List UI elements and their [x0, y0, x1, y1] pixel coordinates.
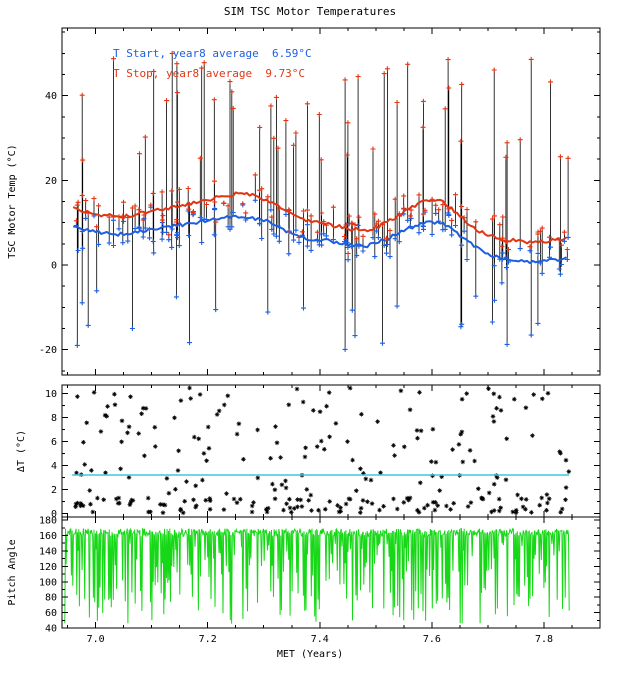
y-tick-label: 160	[39, 531, 57, 542]
y-tick-label: 20	[45, 176, 57, 187]
y-tick-label: -20	[39, 345, 57, 356]
y-tick-label: 6	[51, 437, 57, 448]
t-stop-markers	[73, 50, 571, 256]
stop-average-curve	[72, 191, 568, 245]
y-axis-title-delta_t: ΔT (°C)	[16, 430, 27, 472]
y-tick-label: 140	[39, 546, 57, 557]
delta-t-points	[73, 385, 572, 516]
pitch-angle-trace	[64, 527, 570, 624]
motor-temp-data	[72, 50, 571, 352]
y-axis-title-tsc_motor_temp: TSC Motor Temp (°C)	[7, 144, 18, 258]
pitch-angle-data	[64, 527, 570, 624]
t-start-markers	[73, 197, 571, 352]
y-tick-label: 120	[39, 562, 57, 573]
y-tick-label: 180	[39, 516, 57, 527]
axes-panel-pitch_angle: 40 60 80 100 120 140 160 180 Pitch Angle 7.0 7.2 7.…	[7, 516, 601, 645]
y-axis-title-pitch_angle: Pitch Angle	[7, 539, 18, 605]
y-tick-label: 0	[51, 509, 57, 520]
y-tick-label: 60	[45, 608, 57, 619]
y-tick-label: 4	[51, 461, 57, 472]
y-tick-label: 80	[45, 593, 57, 604]
x-tick-label: 7.0	[87, 634, 105, 645]
y-tick-label: 40	[45, 91, 57, 102]
y-tick-label: 40	[45, 624, 57, 635]
x-tick-label: 7.8	[535, 634, 553, 645]
y-tick-label: 10	[45, 389, 57, 400]
x-tick-label: 7.6	[423, 634, 441, 645]
y-tick-label: 2	[51, 485, 57, 496]
y-tick-label: 100	[39, 577, 57, 588]
start-average-curve	[73, 214, 567, 265]
delta-t-data	[72, 385, 572, 516]
y-tick-label: 0	[51, 261, 57, 272]
temp-range-connectors	[76, 53, 569, 350]
y-tick-label: 8	[51, 413, 57, 424]
x-tick-label: 7.4	[311, 634, 329, 645]
axes-panel-tsc_motor_temp: -20 0 20 40 TSC Motor Temp (°C)	[7, 27, 601, 376]
x-tick-label: 7.2	[199, 634, 217, 645]
